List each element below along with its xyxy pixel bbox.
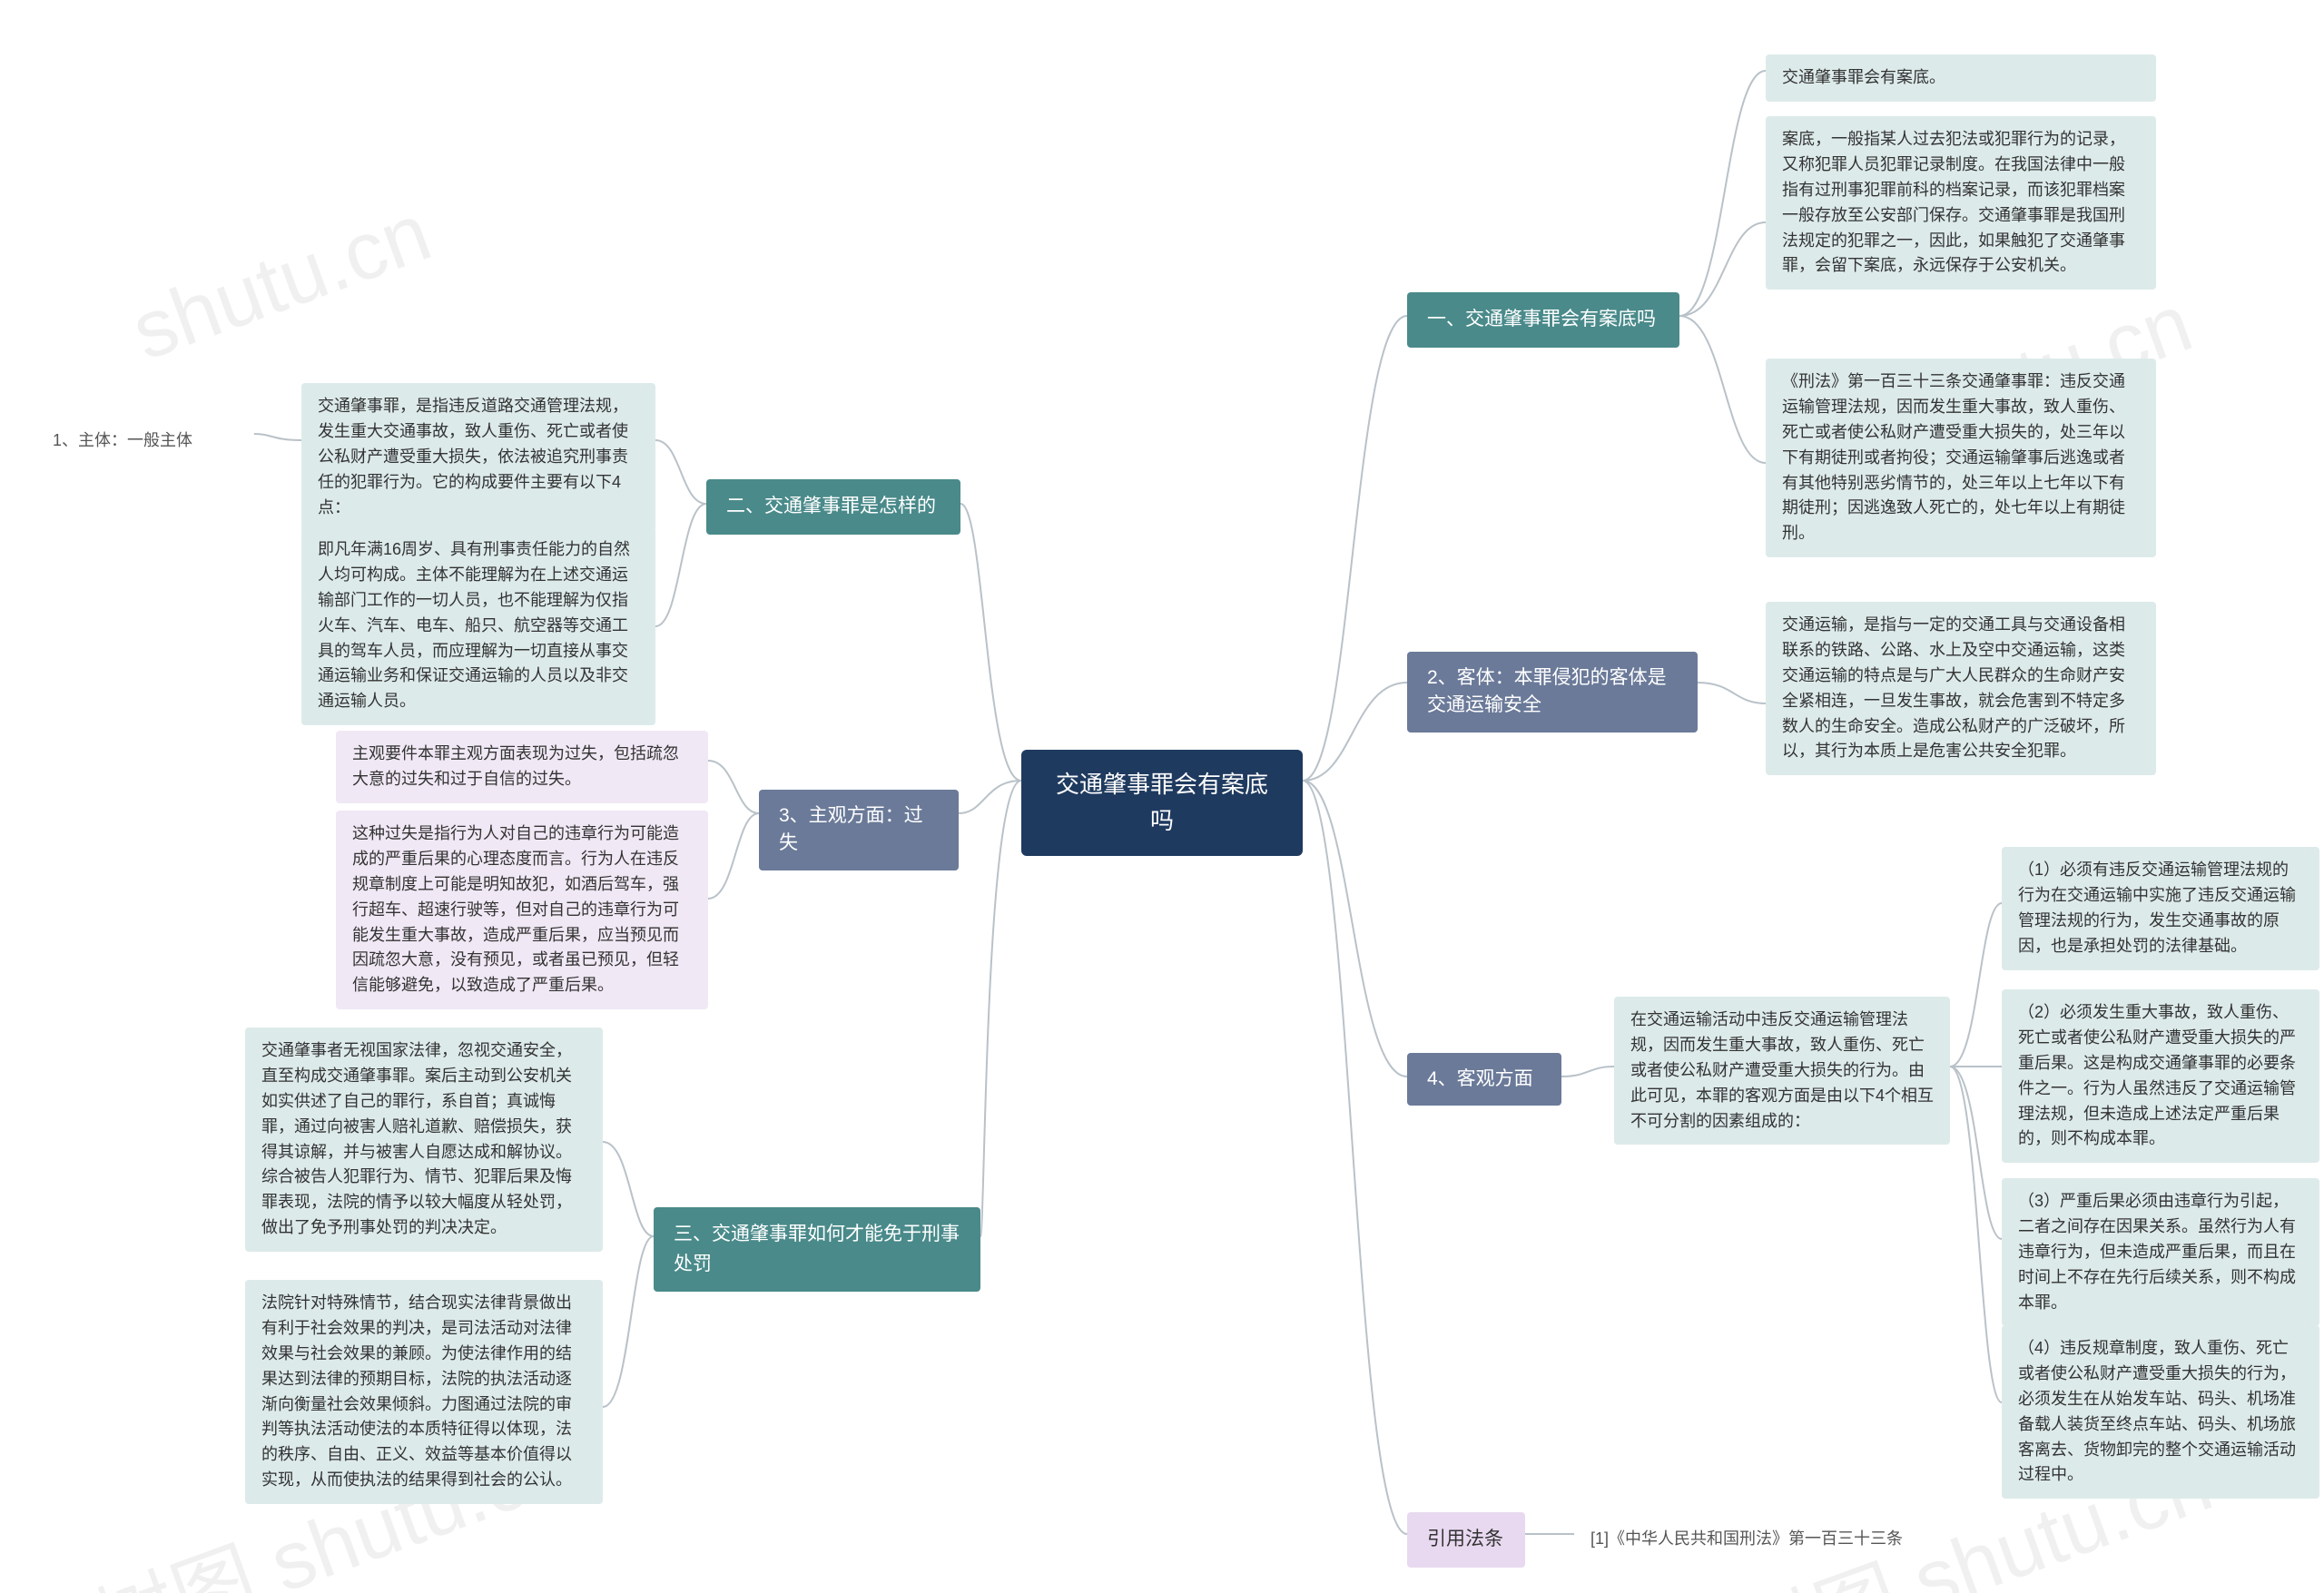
leaf-l3b: 法院针对特殊情节，结合现实法律背景做出有利于社会效果的判决，是司法活动对法律效果… [245, 1280, 603, 1504]
leaf-l1b: 即凡年满16周岁、具有刑事责任能力的自然人均可构成。主体不能理解为在上述交通运输… [301, 526, 655, 725]
leaf-r1c: 《刑法》第一百三十三条交通肇事罪：违反交通运输管理法规，因而发生重大事故，致人重… [1766, 359, 2156, 557]
branch-r2: 2、客体：本罪侵犯的客体是交通运输安全 [1407, 652, 1698, 733]
leaf-l1a: 交通肇事罪，是指违反道路交通管理法规，发生重大交通事故，致人重伤、死亡或者使公私… [301, 383, 655, 531]
leaf-r2a: 交通运输，是指与一定的交通工具与交通设备相联系的铁路、公路、水上及空中交通运输，… [1766, 602, 2156, 775]
root-node: 交通肇事罪会有案底吗 [1021, 750, 1303, 856]
leaf-r3a: 在交通运输活动中违反交通运输管理法规，因而发生重大事故，致人重伤、死亡或者使公私… [1614, 997, 1950, 1145]
watermark: shutu.cn [121, 186, 443, 379]
leaf-r1b: 案底，一般指某人过去犯法或犯罪行为的记录，又称犯罪人员犯罪记录制度。在我国法律中… [1766, 116, 2156, 290]
branch-r3: 4、客观方面 [1407, 1053, 1561, 1106]
leaf-l2a: 主观要件本罪主观方面表现为过失，包括疏忽大意的过失和过于自信的过失。 [336, 731, 708, 803]
leaf-r3a4: （4）违反规章制度，致人重伤、死亡或者使公私财产遭受重大损失的行为，必须发生在从… [2002, 1325, 2319, 1499]
leaf-l1a1: 1、主体：一般主体 [36, 418, 254, 465]
leaf-r3a2: （2）必须发生重大事故，致人重伤、死亡或者使公私财产遭受重大损失的严重后果。这是… [2002, 989, 2319, 1163]
branch-l1: 二、交通肇事罪是怎样的 [706, 479, 960, 535]
branch-r4: 引用法条 [1407, 1512, 1525, 1568]
leaf-r3a1: （1）必须有违反交通运输管理法规的行为在交通运输中实施了违反交通运输管理法规的行… [2002, 847, 2319, 970]
leaf-r4a: [1]《中华人民共和国刑法》第一百三十三条 [1574, 1516, 1955, 1563]
branch-l2: 3、主观方面：过失 [759, 790, 959, 870]
leaf-r3a3: （3）严重后果必须由违章行为引起，二者之间存在因果关系。虽然行为人有违章行为，但… [2002, 1178, 2319, 1326]
leaf-l2b: 这种过失是指行为人对自己的违章行为可能造成的严重后果的心理态度而言。行为人在违反… [336, 811, 708, 1009]
branch-r1: 一、交通肇事罪会有案底吗 [1407, 292, 1679, 348]
leaf-r1a: 交通肇事罪会有案底。 [1766, 54, 2156, 102]
branch-l3: 三、交通肇事罪如何才能免于刑事处罚 [654, 1207, 980, 1292]
leaf-l3a: 交通肇事者无视国家法律，忽视交通安全，直至构成交通肇事罪。案后主动到公安机关如实… [245, 1028, 603, 1252]
